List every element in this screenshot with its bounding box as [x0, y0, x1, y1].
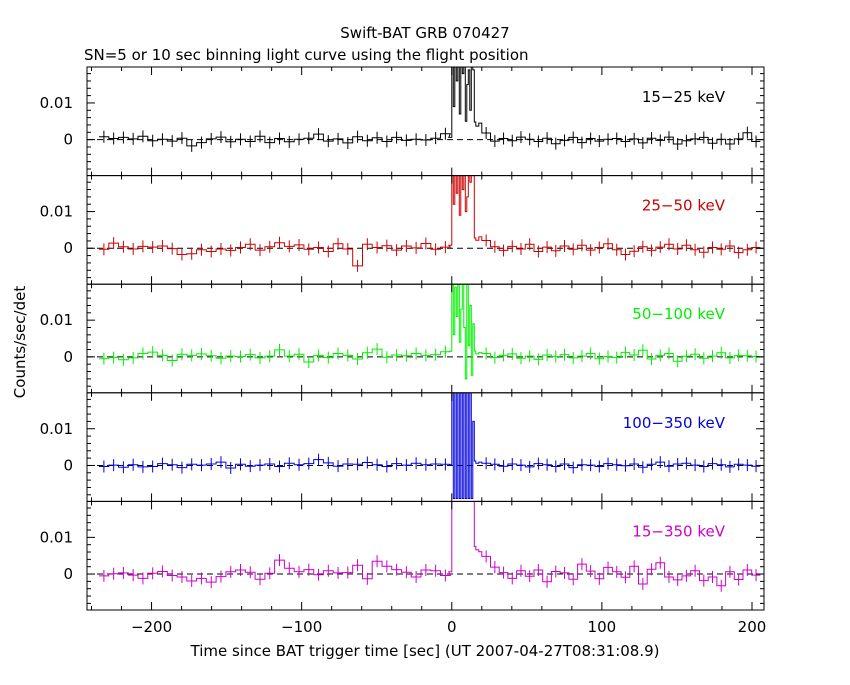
chart-subtitle: SN=5 or 10 sec binning light curve using…: [84, 46, 529, 64]
y-tick-label: 0.01: [40, 528, 73, 546]
y-tick-label: 0.01: [40, 311, 73, 329]
x-tick-label: −100: [281, 618, 322, 636]
y-axis-label: Counts/sec/det: [11, 286, 29, 399]
band-label: 15−350 keV: [632, 522, 725, 540]
y-tick-label: 0.01: [40, 94, 73, 112]
panel-frame: [86, 392, 765, 502]
panel-frame: [86, 175, 765, 285]
band-label: 100−350 keV: [623, 414, 726, 432]
y-tick-label: 0: [63, 456, 73, 474]
panel-1: 0 0.01 15−25 keV: [40, 66, 765, 177]
panel-frame: [86, 500, 765, 611]
series-line: [99, 67, 761, 147]
series-line: [99, 284, 761, 380]
series-line: [99, 501, 761, 587]
y-tick-label: 0.01: [40, 420, 73, 438]
y-tick-label: 0: [63, 131, 73, 149]
y-tick-label: 0: [63, 565, 73, 583]
series-line: [99, 392, 761, 499]
series-line: [99, 175, 761, 267]
x-tick-label: 0: [447, 618, 457, 636]
panel-2: 0 0.01 25−50 keV: [40, 175, 765, 285]
x-tick-label: 100: [588, 618, 617, 636]
panel-frame: [86, 66, 765, 177]
x-tick-label: −200: [131, 618, 172, 636]
x-axis-label: Time since BAT trigger time [sec] (UT 20…: [190, 642, 660, 660]
panel-3: 0 0.01 50−100 keV: [40, 283, 765, 394]
band-label: 15−25 keV: [642, 88, 726, 106]
panel-frame: [86, 283, 765, 394]
y-tick-label: 0: [63, 239, 73, 257]
x-tick-label: 200: [738, 618, 767, 636]
band-label: 25−50 keV: [642, 197, 726, 215]
band-label: 50−100 keV: [632, 305, 725, 323]
panel-4: 0 0.01 100−350 keV: [40, 392, 765, 502]
panel-5: 0 0.01 15−350 keV: [40, 500, 765, 611]
y-tick-label: 0.01: [40, 203, 73, 221]
y-tick-label: 0: [63, 348, 73, 366]
chart-title: Swift-BAT GRB 070427: [340, 24, 509, 42]
panels-group: 0 0.01 15−25 keV 0 0.01 25−50 keV 0 0.01 50−100 …: [40, 66, 767, 636]
